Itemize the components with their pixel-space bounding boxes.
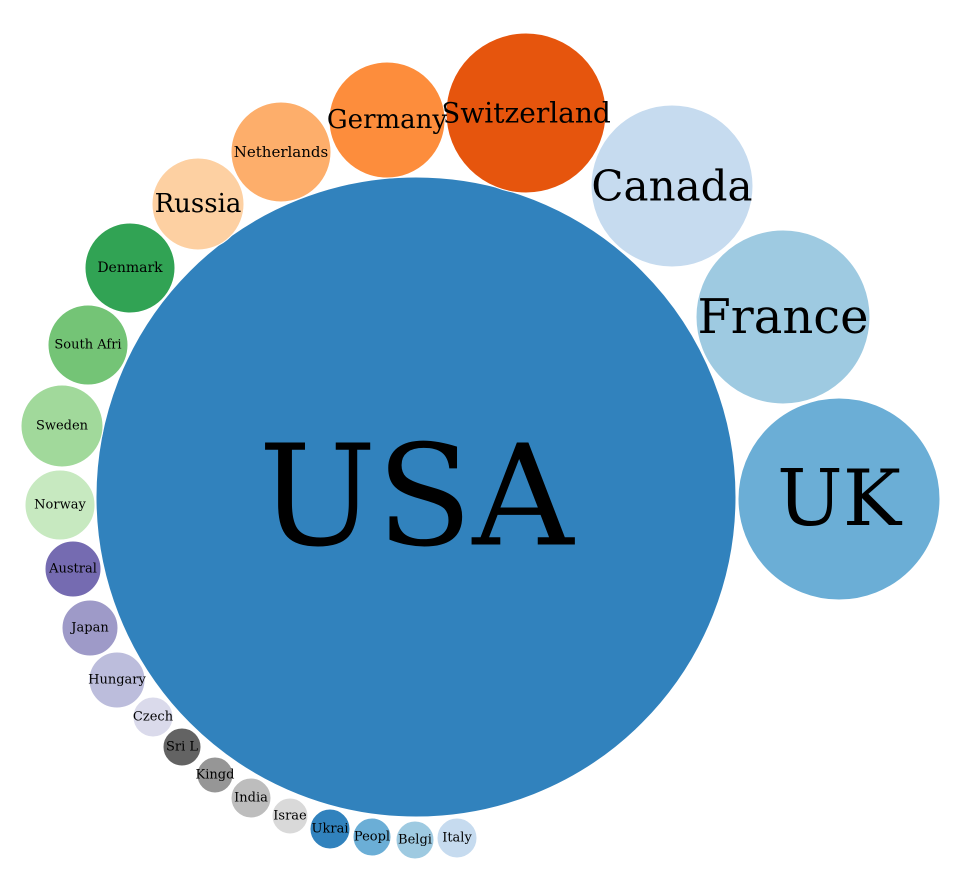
bubble-circle [24,469,96,541]
bubble-circle [196,756,234,794]
bubble-label: Canada [591,162,752,211]
bubble-circle [695,229,871,405]
bubble-france: France [695,229,871,405]
bubble-label: USA [259,416,576,579]
bubble-label: Italy [442,831,472,846]
bubble-label: India [234,791,268,806]
bubble-russia: Russia [151,157,245,251]
bubble-japan: Japan [61,599,119,657]
bubble-circle [151,157,245,251]
bubble-circle [162,727,202,767]
bubble-circle [271,797,309,835]
bubble-label: Japan [69,621,109,636]
bubble-israe: Israe [271,797,309,835]
bubble-circle [132,696,174,738]
bubble-circle [20,384,104,468]
bubble-hungary: Hungary [88,651,147,709]
bubble-italy: Italy [436,817,478,859]
bubble-label: Switzerland [441,97,611,130]
bubble-circle [230,101,332,203]
bubble-circle [352,817,392,857]
bubble-label: Denmark [97,260,163,276]
bubble-sri-l: Sri L [162,727,202,767]
bubble-circle [84,222,176,314]
bubble-czech: Czech [132,696,174,738]
bubble-circle [88,651,146,709]
bubble-ukrai: Ukrai [309,808,351,850]
bubble-label: Czech [133,710,174,725]
bubble-label: Hungary [88,673,146,688]
bubble-circle [445,32,607,194]
bubble-label: Austral [48,562,97,577]
bubble-switzerland: Switzerland [441,32,611,194]
bubble-circle [61,599,119,657]
bubble-kingd: Kingd [196,756,235,794]
bubble-label: Sri L [166,740,198,755]
bubble-circle [47,304,129,386]
bubble-circle [436,817,478,859]
bubble-circle [737,397,941,601]
bubble-peopl: Peopl [352,817,392,857]
bubble-label: Peopl [354,830,390,845]
bubble-label: Germany [327,105,447,135]
bubble-austral: Austral [44,540,102,598]
bubble-uk: UK [737,397,941,601]
bubble-label: Norway [34,498,86,513]
bubble-circle [95,176,737,818]
bubble-label: South Afri [54,338,121,353]
bubble-netherlands: Netherlands [230,101,332,203]
bubble-label: UK [777,454,903,544]
bubble-circle [44,540,102,598]
bubble-circle [309,808,351,850]
bubble-belgi: Belgi [395,820,435,860]
bubble-label: Sweden [36,419,89,434]
bubble-south-afri: South Afri [47,304,129,386]
bubble-circle [395,820,435,860]
bubble-canada: Canada [590,104,754,268]
bubble-label: Netherlands [234,143,328,161]
bubble-denmark: Denmark [84,222,176,314]
bubble-sweden: Sweden [20,384,104,468]
bubble-label: Israe [273,809,307,824]
bubble-india: India [230,777,272,819]
bubble-label: Ukrai [312,822,349,837]
bubble-label: Russia [155,189,242,219]
bubble-circle [230,777,272,819]
bubble-germany: Germany [327,61,447,179]
bubble-label: France [697,289,868,345]
bubble-norway: Norway [24,469,96,541]
bubble-label: Kingd [196,768,235,783]
bubble-circle [328,61,446,179]
bubble-label: Belgi [398,833,432,848]
bubble-circle [590,104,754,268]
bubble-usa: USA [95,176,737,818]
